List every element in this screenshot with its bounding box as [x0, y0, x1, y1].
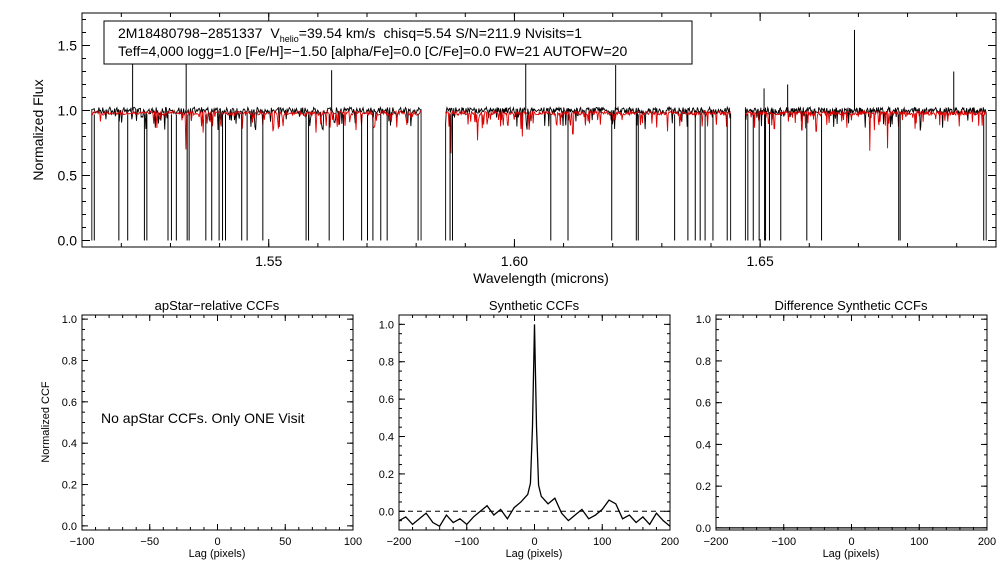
model-spectrum-line [745, 109, 987, 151]
apstar-ccf-tick-labels: −100 −50 0 50 100 0.0 0.2 0.4 0.6 0.8 1.0 [62, 314, 362, 548]
spectrum-tick-labels: 1.55 1.60 1.65 0.0 0.5 1.0 1.5 [58, 38, 774, 270]
difference-ccf-ytick-label: 0.8 [696, 356, 711, 368]
synthetic-ccf-xtick-label: 0 [531, 536, 537, 548]
apstar-ccf-xtick-label: 50 [279, 536, 291, 548]
apstar-ccf-xtick-label: 0 [214, 536, 220, 548]
difference-ccf-xtick-label: 200 [978, 536, 996, 548]
synthetic-ccf-ytick-label: 0.0 [379, 506, 394, 518]
difference-ccf-ytick-label: 0.2 [696, 481, 711, 493]
difference-ccf-title: Difference Synthetic CCFs [775, 298, 928, 313]
synthetic-ccf-xtick-label: 200 [661, 536, 679, 548]
apstar-ccf-ytick-label: 0.4 [62, 438, 77, 450]
info-vhelio-subscript: helio [280, 34, 299, 44]
apstar-ccf-ticks [81, 315, 354, 530]
difference-ccf-xtick-label: 100 [910, 536, 928, 548]
model-spectrum-line [91, 109, 422, 150]
difference-ccf-ytick-label: 1.0 [696, 314, 711, 326]
difference-ccf-xtick-label: −100 [771, 536, 796, 548]
apstar-ccf-xlabel: Lag (pixels) [189, 548, 246, 560]
spectrum-info-box: 2M18480798−2851337 Vhelio=39.54 km/s chisq… [103, 20, 693, 65]
synthetic-ccf-ytick-label: 1.0 [379, 319, 394, 331]
apstar-ccf-ytick-label: 0.6 [62, 397, 77, 409]
info-stats: chisq=5.54 S/N=211.9 Nvisits=1 [383, 25, 582, 41]
apstar-ccf-ytick-label: 0.8 [62, 355, 77, 367]
apstar-ccf-ytick-label: 0.0 [62, 521, 77, 533]
spectrum-ytick-label: 0.0 [58, 233, 78, 249]
spectrum-ytick-label: 1.5 [58, 38, 78, 54]
spectrum-xtick-label: 1.60 [501, 253, 528, 269]
apstar-ccf-panel: apStar−relative CCFs −100 −50 0 50 100 0.0 0.2… [40, 298, 362, 560]
synthetic-ccf-tick-labels: −200 −100 0 100 200 0.0 0.2 0.4 0.6 0.8 1.0 [379, 319, 679, 548]
apstar-ccf-ytick-label: 1.0 [62, 314, 77, 326]
info-star-id: 2M18480798−2851337 [118, 25, 263, 41]
model-spectrum-line [445, 109, 732, 154]
spectrum-panel: 1.55 1.60 1.65 0.0 0.5 1.0 1.5 Wavelength (mic… [30, 12, 997, 286]
info-box-frame [103, 20, 693, 65]
spectrum-ytick-label: 0.5 [58, 168, 78, 184]
difference-ccf-xtick-label: 0 [848, 536, 854, 548]
synthetic-ccf-ytick-label: 0.2 [379, 469, 394, 481]
observed-spectrum-line [91, 105, 422, 241]
apstar-ccf-ytick-label: 0.2 [62, 480, 77, 492]
synthetic-ccf-curves [398, 324, 671, 528]
spectrum-ylabel: Normalized Flux [30, 79, 46, 180]
difference-ccf-panel: Difference Synthetic CCFs −200 −100 0 100 20… [696, 298, 996, 560]
apstar-ccf-ylabel: Normalized CCF [40, 381, 52, 463]
synthetic-ccf-line [398, 324, 671, 528]
apstar-ccf-xtick-label: 100 [344, 536, 362, 548]
info-vhelio-symbol: V [270, 25, 280, 41]
spectrum-xtick-label: 1.55 [255, 253, 282, 269]
spectrum-ytick-label: 1.0 [58, 103, 78, 119]
synthetic-ccf-xtick-label: 100 [593, 536, 611, 548]
spectrum-curves [91, 29, 987, 241]
no-ccf-message: No apStar CCFs. Only ONE Visit [101, 410, 305, 426]
synthetic-ccf-title: Synthetic CCFs [489, 298, 580, 313]
spectrum-ticks [82, 13, 996, 247]
synthetic-ccf-ticks [398, 314, 671, 531]
synthetic-ccf-ytick-label: 0.4 [379, 432, 394, 444]
difference-ccf-xtick-label: −200 [704, 536, 729, 548]
apstar-ccf-title: apStar−relative CCFs [155, 298, 280, 313]
info-vhelio-value: =39.54 km/s [299, 25, 376, 41]
synthetic-ccf-ytick-label: 0.8 [379, 357, 394, 369]
apstar-ccf-xtick-label: −100 [70, 536, 95, 548]
spectrum-xlabel: Wavelength (microns) [473, 270, 609, 286]
difference-ccf-xlabel: Lag (pixels) [823, 548, 880, 560]
difference-ccf-ytick-label: 0.0 [696, 523, 711, 535]
synthetic-ccf-xtick-label: −200 [387, 536, 412, 548]
observed-spectrum-line [744, 105, 987, 241]
synthetic-ccf-panel: Synthetic CCFs −200 −100 0 100 200 0.0 0.2 0.4 0… [379, 298, 679, 560]
difference-ccf-ticks [715, 315, 988, 530]
spectrum-frame [81, 12, 997, 248]
synthetic-ccf-ytick-label: 0.6 [379, 394, 394, 406]
info-line-2: Teff=4,000 logg=1.0 [Fe/H]=−1.50 [alpha/… [118, 43, 627, 59]
info-line-1: 2M18480798−2851337 Vhelio=39.54 km/s chisq… [118, 25, 582, 44]
synthetic-ccf-xlabel: Lag (pixels) [506, 548, 563, 560]
apstar-ccf-xtick-label: −50 [140, 536, 159, 548]
difference-ccf-tick-labels: −200 −100 0 100 200 0.0 0.2 0.4 0.6 0.8 1.0 [696, 314, 996, 548]
observed-spectrum-line [445, 105, 732, 241]
spectrum-xtick-label: 1.65 [747, 253, 774, 269]
difference-ccf-frame [715, 314, 988, 531]
difference-ccf-ytick-label: 0.6 [696, 398, 711, 410]
synthetic-ccf-xtick-label: −100 [454, 536, 479, 548]
difference-ccf-ytick-label: 0.4 [696, 439, 711, 451]
